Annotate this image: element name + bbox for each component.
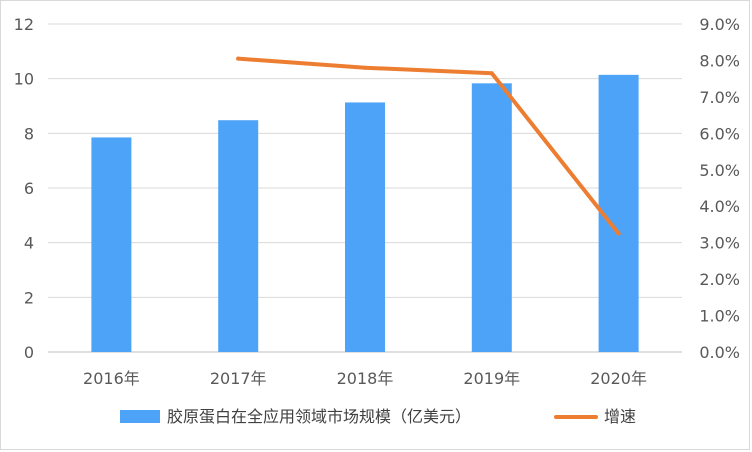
legend-line-label: 增速 [604,407,636,426]
y-right-tick-label: 1.0% [699,307,740,326]
y-left-tick-label: 2 [24,288,34,307]
line-point [616,231,621,236]
x-axis: 2016年 2017年 2018年 2019年 2020年 [83,369,647,388]
y-left-tick-label: 8 [24,124,34,143]
y-right-tick-label: 9.0% [699,15,740,34]
y-axis-right: 0.0% 1.0% 2.0% 3.0% 4.0% 5.0% 6.0% 7.0% 8.0% 9.0% [699,15,740,362]
y-right-tick-label: 7.0% [699,88,740,107]
y-right-tick-label: 5.0% [699,161,740,180]
y-left-tick-label: 6 [24,179,34,198]
y-right-tick-label: 2.0% [699,270,740,289]
bar-series [91,74,639,353]
y-left-tick-label: 4 [24,234,34,253]
gridlines [48,23,682,353]
bar [345,102,385,353]
x-tick-label: 2016年 [83,369,140,388]
legend-bar-label: 胶原蛋白在全应用领域市场规模（亿美元） [167,407,471,426]
x-tick-label: 2019年 [463,369,520,388]
bar [218,120,259,352]
y-axis-left: 0 2 4 6 8 10 12 [14,15,34,362]
y-right-tick-label: 4.0% [699,197,740,216]
y-right-tick-label: 3.0% [699,234,740,253]
y-left-tick-label: 0 [24,343,34,362]
bar [91,137,132,352]
line-series [236,56,621,236]
line-point [489,71,494,76]
bar [598,74,639,352]
x-tick-label: 2018年 [337,369,394,388]
legend-bar-swatch [120,410,160,423]
x-tick-label: 2020年 [590,369,647,388]
y-right-tick-label: 0.0% [699,343,740,362]
bar [471,83,512,353]
y-left-tick-label: 12 [14,15,34,34]
legend: 胶原蛋白在全应用领域市场规模（亿美元） 增速 [120,407,636,426]
y-left-tick-label: 10 [14,70,34,89]
line-point [363,65,367,70]
y-right-tick-label: 8.0% [699,51,740,70]
line-point [236,56,241,61]
growth-line [236,56,621,236]
x-tick-label: 2017年 [210,369,267,388]
y-right-tick-label: 6.0% [699,124,740,143]
